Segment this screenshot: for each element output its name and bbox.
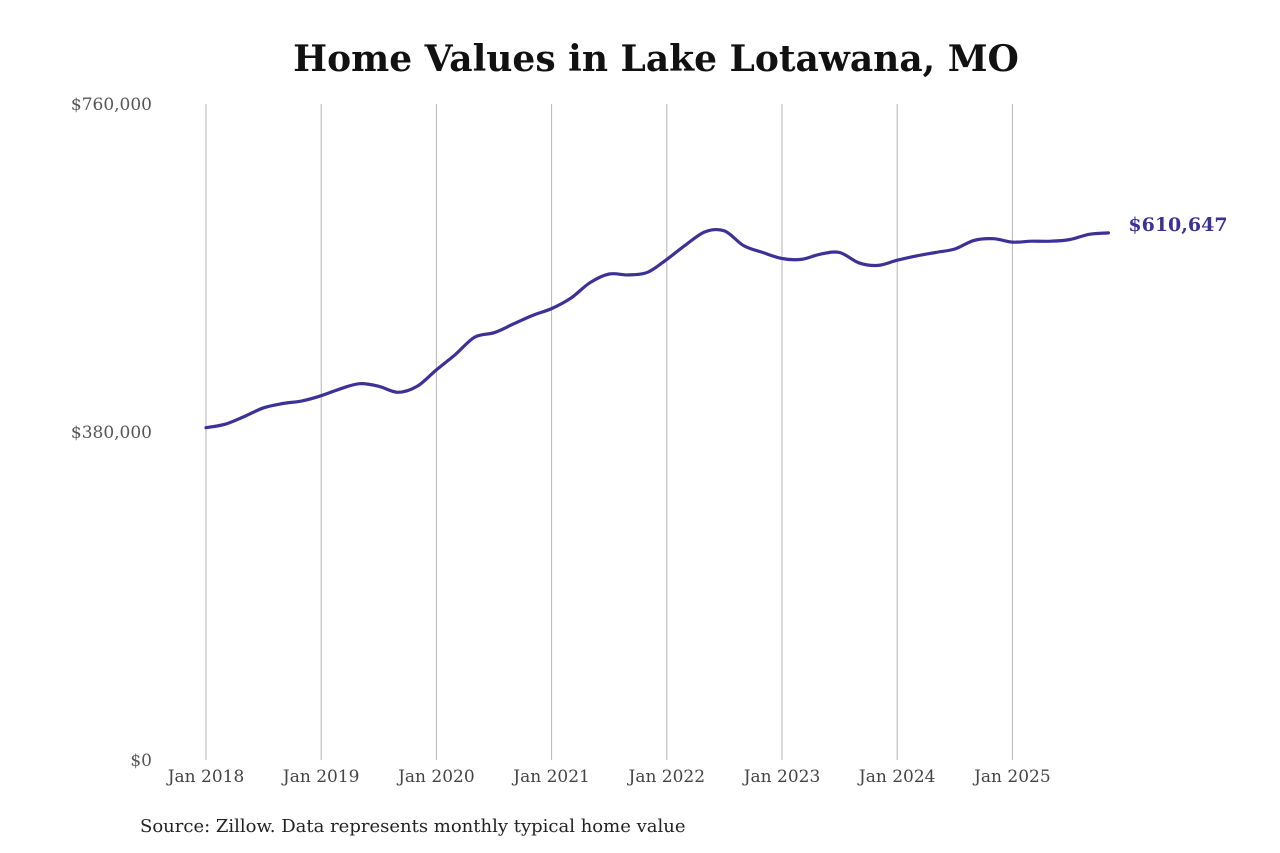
y-tick-label: $380,000 bbox=[71, 423, 152, 443]
x-tick-label: Jan 2023 bbox=[742, 767, 821, 787]
y-tick-label: $0 bbox=[130, 751, 152, 771]
x-tick-label: Jan 2018 bbox=[166, 767, 245, 787]
y-tick-label: $760,000 bbox=[71, 95, 152, 115]
x-tick-label: Jan 2024 bbox=[857, 767, 936, 787]
x-tick-label: Jan 2019 bbox=[281, 767, 360, 787]
x-axis-ticks: Jan 2018 Jan 2019 Jan 2020 Jan 2021 Jan 2022… bbox=[166, 767, 1051, 787]
x-tick-label: Jan 2021 bbox=[511, 767, 590, 787]
source-note: Source: Zillow. Data represents monthly … bbox=[140, 816, 686, 837]
latest-value-label: $610,647 bbox=[1128, 214, 1227, 236]
x-tick-label: Jan 2025 bbox=[972, 767, 1051, 787]
grid-lines bbox=[205, 104, 1013, 760]
chart-title: Home Values in Lake Lotawana, MO bbox=[293, 38, 1019, 80]
x-tick-label: Jan 2022 bbox=[627, 767, 706, 787]
y-axis-ticks: $0 $380,000 $760,000 bbox=[71, 95, 152, 771]
home-value-line bbox=[204, 227, 1110, 430]
x-tick-label: Jan 2020 bbox=[396, 767, 475, 787]
